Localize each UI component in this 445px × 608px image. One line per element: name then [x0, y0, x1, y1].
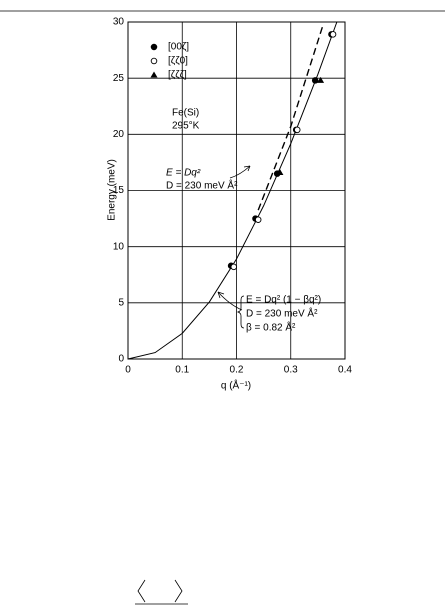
x-tick-label: 0.3 — [284, 365, 298, 376]
legend-label: [ζζζ] — [168, 70, 187, 81]
annotation: D = 230 meV Å² — [166, 179, 238, 192]
legend-label: [00ζ] — [168, 42, 189, 53]
data-point — [317, 76, 325, 83]
fit-curve — [257, 23, 324, 211]
annotation: E = Dq² — [166, 168, 201, 179]
legend-marker — [150, 57, 158, 65]
x-tick-label: 0 — [125, 365, 131, 376]
arrow — [217, 291, 243, 311]
data-point — [276, 169, 284, 176]
data-point — [329, 31, 337, 38]
bracket — [236, 295, 245, 329]
y-tick-label: 30 — [113, 17, 125, 28]
annotation: 295°K — [172, 121, 200, 132]
x-axis-label: q (Å⁻¹) — [221, 379, 251, 392]
x-tick-label: 0.2 — [230, 365, 244, 376]
legend-marker — [150, 71, 158, 78]
y-tick-label: 25 — [113, 73, 125, 84]
annotation: E = Dq² (1 − βq²) — [246, 295, 321, 306]
x-tick-label: 0.4 — [338, 365, 352, 376]
y-tick-label: 5 — [118, 297, 124, 308]
annotation: D = 230 meV Å² — [246, 307, 318, 320]
legend-marker — [150, 43, 158, 51]
fit-curve — [127, 21, 338, 360]
arrow-head — [243, 165, 251, 172]
y-axis-label: Energy (meV) — [107, 159, 118, 221]
x-tick-label: 0.1 — [175, 365, 189, 376]
legend-label: [ζζ0] — [168, 56, 188, 67]
data-point — [294, 126, 301, 134]
data-point — [254, 216, 262, 223]
annotations: Fe(Si) 295°K E = Dq² D = 230 meV Å² E = … — [166, 108, 321, 334]
y-tick-label: 10 — [113, 241, 125, 252]
data-point — [230, 263, 238, 271]
y-tick-label: 20 — [113, 129, 125, 140]
y-tick-label: 0 — [118, 354, 124, 365]
arrow-head — [217, 291, 225, 299]
arrow — [229, 165, 251, 179]
annotation: Fe(Si) — [172, 108, 199, 119]
annotation: β = 0.82 Å² — [246, 321, 296, 334]
data-point — [311, 77, 319, 84]
angle-brackets — [137, 579, 183, 603]
y-tick-label: 15 — [113, 185, 125, 196]
